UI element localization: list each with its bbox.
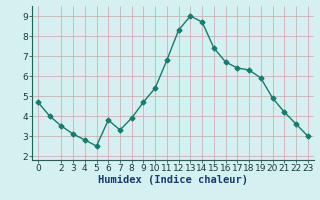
X-axis label: Humidex (Indice chaleur): Humidex (Indice chaleur) — [98, 175, 248, 185]
